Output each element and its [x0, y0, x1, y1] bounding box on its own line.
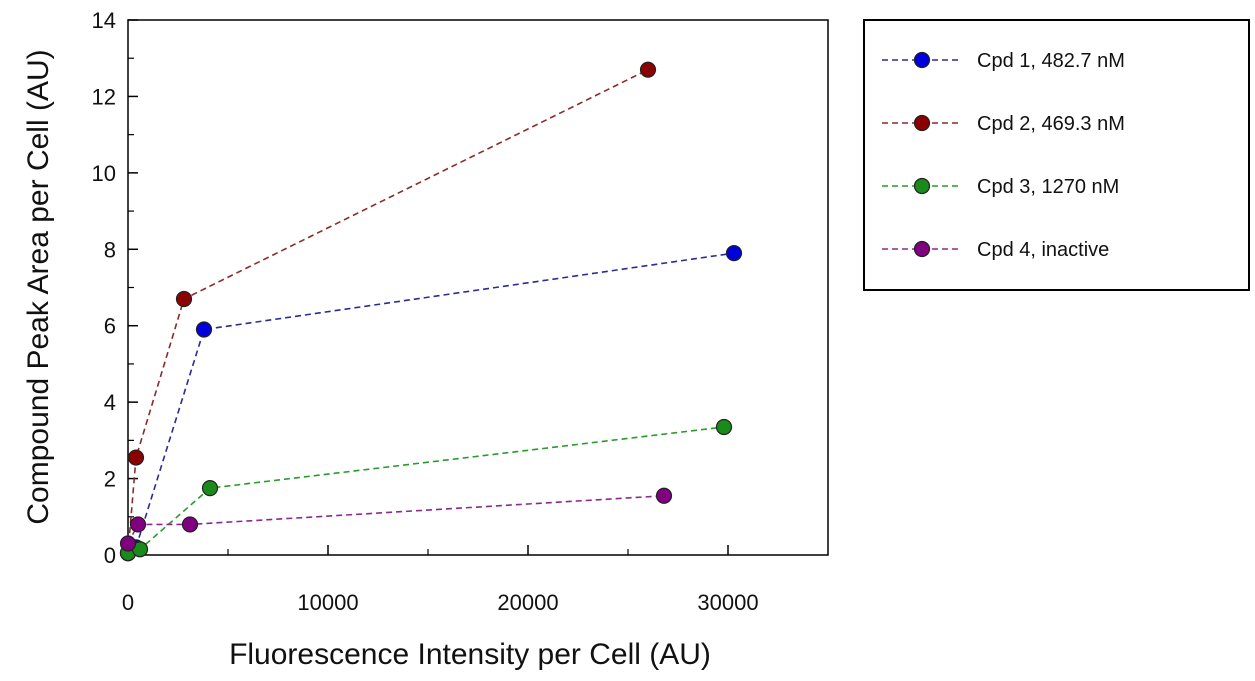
series-line [127, 494, 665, 544]
data-point [181, 516, 199, 533]
y-tick-label: 4 [104, 390, 116, 415]
axis-ticks: 0 2 4 6 8 10 12 14 0 10000 20000 30000 [92, 8, 759, 615]
y-tick-label: 0 [104, 543, 116, 568]
series-1 [119, 245, 743, 562]
series-line [127, 426, 725, 554]
x-tick-label: 30000 [697, 590, 758, 615]
x-tick-label: 10000 [297, 590, 358, 615]
series-line [127, 252, 735, 554]
legend-item: Cpd 3, 1270 nM [882, 176, 1119, 198]
y-tick-label: 12 [92, 84, 116, 109]
legend-marker [913, 51, 931, 69]
data-point [655, 487, 673, 504]
legend-marker [913, 240, 931, 258]
series-2 [119, 61, 657, 562]
legend-label: Cpd 1, 482.7 nM [977, 50, 1125, 72]
data-point [715, 418, 733, 436]
legend-marker [913, 114, 931, 132]
legend-label: Cpd 2, 469.3 nM [977, 113, 1125, 135]
data-point [175, 290, 193, 308]
data-point [201, 480, 219, 497]
data-point [639, 61, 657, 78]
y-tick-label: 14 [92, 8, 116, 33]
data-point [129, 516, 147, 533]
plot-frame [127, 19, 829, 556]
legend: Cpd 1, 482.7 nM Cpd 2, 469.3 nM Cpd 3, 127… [882, 50, 1125, 261]
legend-item: Cpd 1, 482.7 nM [882, 50, 1125, 72]
data-point [725, 245, 743, 262]
x-tick-label: 20000 [497, 590, 558, 615]
legend-item: Cpd 2, 469.3 nM [882, 113, 1125, 135]
series-group [119, 61, 743, 562]
y-tick-label: 2 [104, 467, 116, 492]
series-line [127, 68, 649, 554]
x-tick-label: 0 [122, 590, 134, 615]
y-tick-label: 6 [104, 314, 116, 339]
legend-label: Cpd 3, 1270 nM [977, 176, 1119, 198]
data-point [195, 321, 213, 338]
legend-label: Cpd 4, inactive [977, 239, 1109, 261]
y-tick-label: 8 [104, 237, 116, 262]
x-axis-label: Fluorescence Intensity per Cell (AU) [229, 638, 711, 671]
data-point [127, 449, 145, 466]
y-tick-label: 10 [92, 161, 116, 186]
series-4 [119, 487, 673, 552]
series-3 [119, 418, 733, 562]
y-axis-label: Compound Peak Area per Cell (AU) [22, 49, 55, 524]
data-point [119, 535, 137, 552]
legend-item: Cpd 4, inactive [882, 239, 1109, 261]
legend-marker [913, 177, 931, 195]
